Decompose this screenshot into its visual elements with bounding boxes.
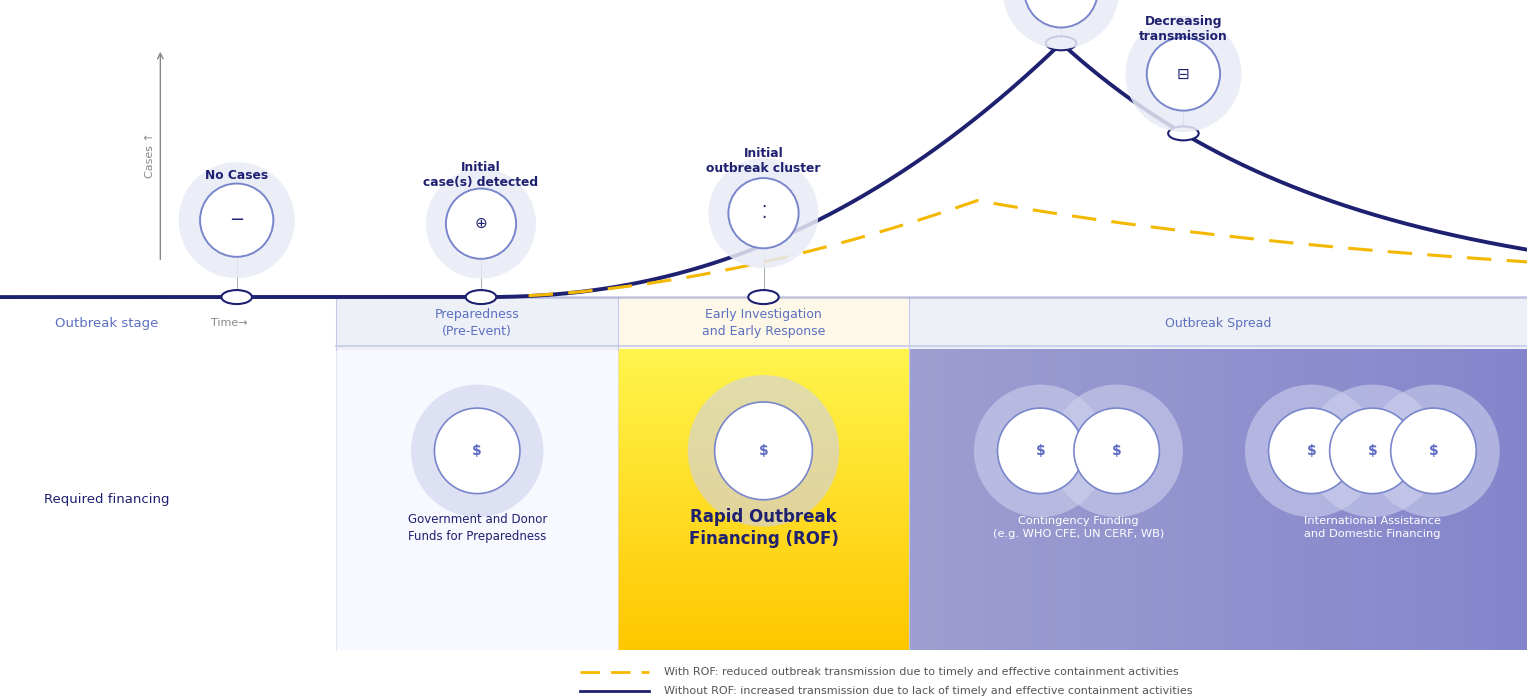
Ellipse shape <box>715 402 812 500</box>
Ellipse shape <box>1051 384 1183 517</box>
Circle shape <box>221 290 252 304</box>
Ellipse shape <box>1367 384 1500 517</box>
Ellipse shape <box>997 408 1083 493</box>
FancyBboxPatch shape <box>909 297 1527 350</box>
Ellipse shape <box>687 375 840 526</box>
Text: Preparedness
(Pre-Event): Preparedness (Pre-Event) <box>435 308 519 338</box>
FancyBboxPatch shape <box>618 297 909 350</box>
Ellipse shape <box>1391 408 1477 493</box>
Text: ⁚: ⁚ <box>760 204 767 222</box>
Ellipse shape <box>426 168 536 279</box>
Text: Initial
outbreak cluster: Initial outbreak cluster <box>707 147 820 175</box>
FancyBboxPatch shape <box>336 297 618 350</box>
Text: Initial
case(s) detected: Initial case(s) detected <box>423 161 539 189</box>
Ellipse shape <box>1306 384 1438 517</box>
Circle shape <box>748 290 779 304</box>
Ellipse shape <box>1245 384 1377 517</box>
Ellipse shape <box>446 189 516 259</box>
FancyBboxPatch shape <box>336 350 618 650</box>
Text: International Assistance
and Domestic Financing: International Assistance and Domestic Fi… <box>1304 516 1441 540</box>
Text: $: $ <box>1429 444 1438 458</box>
Text: No Cases: No Cases <box>205 168 269 182</box>
Text: Contingency Funding
(e.g. WHO CFE, UN CERF, WB): Contingency Funding (e.g. WHO CFE, UN CE… <box>993 516 1164 540</box>
Ellipse shape <box>974 384 1107 517</box>
Text: $: $ <box>472 444 483 458</box>
Text: $: $ <box>1035 444 1044 458</box>
Ellipse shape <box>411 384 544 517</box>
Text: Early Investigation
and Early Response: Early Investigation and Early Response <box>702 308 825 338</box>
Ellipse shape <box>1269 408 1354 493</box>
Text: Cases ↑: Cases ↑ <box>145 133 154 178</box>
Ellipse shape <box>1003 0 1119 49</box>
Text: ⊟: ⊟ <box>1177 66 1190 82</box>
Ellipse shape <box>1125 16 1241 132</box>
Text: Required financing: Required financing <box>44 493 169 506</box>
Ellipse shape <box>1330 408 1416 493</box>
Text: With ROF: reduced outbreak transmission due to timely and effective containment : With ROF: reduced outbreak transmission … <box>664 668 1179 677</box>
Text: $: $ <box>1307 444 1316 458</box>
Ellipse shape <box>435 408 519 493</box>
Ellipse shape <box>1073 408 1159 493</box>
Ellipse shape <box>1025 0 1098 27</box>
Ellipse shape <box>1147 37 1220 110</box>
Text: ⊕: ⊕ <box>475 216 487 231</box>
Text: Government and Donor
Funds for Preparedness: Government and Donor Funds for Preparedn… <box>408 513 547 542</box>
Text: Time→: Time→ <box>211 318 247 328</box>
Ellipse shape <box>200 184 273 257</box>
Text: Rapid Outbreak
Financing (ROF): Rapid Outbreak Financing (ROF) <box>689 507 838 548</box>
Ellipse shape <box>728 178 799 248</box>
Text: Decreasing
transmission: Decreasing transmission <box>1139 15 1228 43</box>
Circle shape <box>1046 36 1077 50</box>
Text: $: $ <box>759 444 768 458</box>
Circle shape <box>1168 127 1199 140</box>
Text: −: − <box>229 211 244 229</box>
Text: Outbreak stage: Outbreak stage <box>55 317 159 330</box>
Ellipse shape <box>709 158 818 268</box>
Circle shape <box>466 290 496 304</box>
Text: Outbreak Spread: Outbreak Spread <box>1165 317 1270 330</box>
Ellipse shape <box>179 162 295 278</box>
Text: $: $ <box>1112 444 1121 458</box>
Text: Without ROF: increased transmission due to lack of timely and effective containm: Without ROF: increased transmission due … <box>664 686 1193 696</box>
Text: $: $ <box>1368 444 1377 458</box>
